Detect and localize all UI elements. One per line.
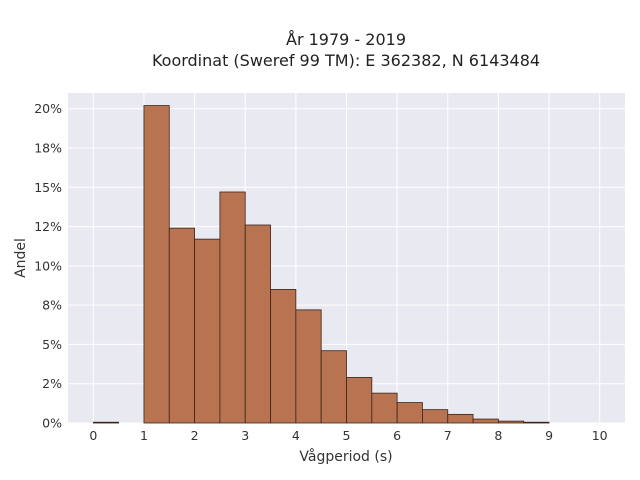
- x-tick-label-3: 3: [241, 428, 249, 443]
- grid-lines: [68, 93, 625, 424]
- x-tick-label-9: 9: [545, 428, 553, 443]
- histogram-bar-2: [143, 105, 170, 424]
- y-tick-label-8: 20%: [34, 101, 62, 116]
- x-tick-label-7: 7: [444, 428, 452, 443]
- x-tick-label-10: 10: [592, 428, 608, 443]
- y-tick-label-5: 12%: [34, 219, 62, 234]
- y-tick-label-7: 18%: [34, 141, 62, 156]
- y-tick-label-0: 0%: [42, 416, 62, 431]
- histogram-bar-14: [447, 413, 474, 424]
- histogram-bar-17: [523, 421, 550, 424]
- chart-title-line1: År 1979 - 2019: [286, 30, 406, 49]
- y-tick-label-4: 10%: [34, 258, 62, 273]
- histogram-bar-8: [295, 309, 322, 424]
- histogram-bar-16: [498, 420, 525, 424]
- y-tick-label-1: 2%: [42, 376, 62, 391]
- x-tick-label-5: 5: [343, 428, 351, 443]
- y-axis-label: Andel: [13, 238, 29, 278]
- histogram-bar-4: [194, 238, 221, 424]
- histogram-bar-10: [346, 377, 373, 424]
- histogram-bar-0: [92, 421, 120, 424]
- x-tick-label-0: 0: [89, 428, 97, 443]
- histogram-bar-12: [396, 402, 423, 424]
- y-tick-label-2: 5%: [42, 337, 62, 352]
- histogram-bar-6: [244, 224, 271, 424]
- x-axis-label: Vågperiod (s): [299, 448, 392, 465]
- histogram-bar-15: [472, 418, 499, 424]
- x-tick-label-6: 6: [393, 428, 401, 443]
- chart-title-line2: Koordinat (Sweref 99 TM): E 362382, N 61…: [152, 51, 540, 70]
- x-tick-label-1: 1: [140, 428, 148, 443]
- x-tick-label-2: 2: [191, 428, 199, 443]
- histogram-bar-5: [219, 191, 246, 424]
- histogram-bar-3: [168, 227, 195, 424]
- y-axis-ticks: 0% 2% 5% 8% 10% 12% 15% 18% 20%: [34, 101, 62, 430]
- y-tick-label-6: 15%: [34, 180, 62, 195]
- histogram-bar-11: [371, 392, 398, 424]
- histogram-bars: [92, 105, 550, 424]
- histogram-bar-9: [320, 350, 347, 424]
- histogram-bar-7: [270, 289, 297, 424]
- histogram-bar-13: [422, 409, 449, 424]
- y-tick-label-3: 8%: [42, 298, 62, 313]
- x-axis-ticks: 0 1 2 3 4 5 6 7 8 9 10: [89, 428, 607, 443]
- x-tick-label-4: 4: [292, 428, 300, 443]
- x-tick-label-8: 8: [494, 428, 502, 443]
